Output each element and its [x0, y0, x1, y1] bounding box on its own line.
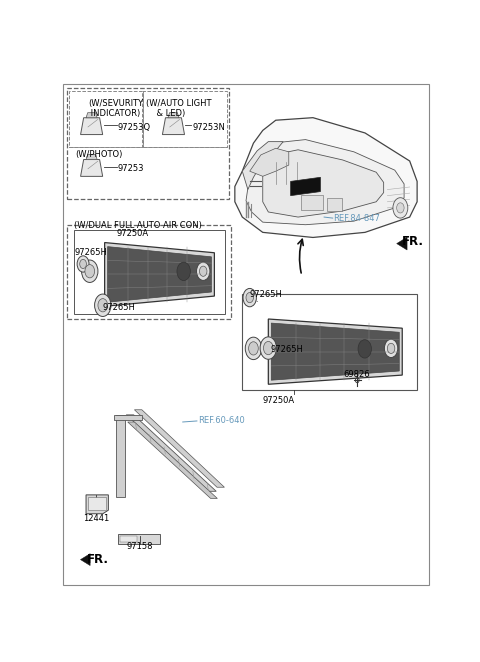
Text: FR.: FR. — [87, 553, 109, 566]
Polygon shape — [250, 148, 289, 176]
Circle shape — [243, 289, 256, 307]
Polygon shape — [86, 113, 97, 118]
Polygon shape — [128, 422, 217, 498]
Polygon shape — [118, 534, 160, 544]
Circle shape — [177, 262, 191, 281]
Text: 97250A: 97250A — [263, 397, 295, 406]
Circle shape — [245, 337, 262, 359]
Circle shape — [387, 344, 395, 354]
Bar — [242, 293, 417, 391]
Text: REF.84-847: REF.84-847 — [334, 214, 380, 222]
Text: 97253N: 97253N — [192, 123, 225, 132]
Text: 97265H: 97265H — [103, 303, 136, 312]
Polygon shape — [81, 160, 103, 176]
Text: (W/SEVURITY
 INDICATOR): (W/SEVURITY INDICATOR) — [88, 99, 143, 118]
Polygon shape — [116, 415, 125, 497]
Circle shape — [80, 260, 86, 269]
Text: (W/PHOTO): (W/PHOTO) — [76, 150, 123, 159]
Polygon shape — [168, 113, 179, 118]
Text: 97253: 97253 — [118, 164, 144, 173]
Circle shape — [98, 299, 108, 312]
Polygon shape — [162, 118, 184, 134]
Text: REF.60-640: REF.60-640 — [198, 416, 244, 426]
Text: (W/DUAL FULL AUTO AIR CON): (W/DUAL FULL AUTO AIR CON) — [74, 220, 202, 230]
Polygon shape — [271, 323, 399, 380]
Bar — [120, 536, 137, 542]
Text: 12441: 12441 — [84, 514, 109, 523]
Circle shape — [85, 265, 95, 278]
Polygon shape — [105, 242, 215, 307]
Polygon shape — [263, 150, 384, 217]
Polygon shape — [268, 319, 402, 384]
Polygon shape — [114, 415, 142, 420]
Circle shape — [396, 203, 404, 213]
Bar — [67, 224, 231, 319]
Circle shape — [260, 337, 276, 359]
Polygon shape — [108, 247, 211, 302]
Bar — [74, 230, 225, 314]
Text: 97265H: 97265H — [250, 290, 283, 299]
Polygon shape — [246, 140, 404, 224]
Polygon shape — [290, 177, 321, 196]
Polygon shape — [86, 495, 108, 514]
Circle shape — [200, 266, 207, 276]
Circle shape — [264, 342, 273, 355]
Bar — [69, 91, 142, 147]
Text: (W/AUTO LIGHT
    & LED): (W/AUTO LIGHT & LED) — [145, 99, 211, 118]
Bar — [144, 91, 227, 147]
Polygon shape — [126, 415, 216, 491]
Circle shape — [95, 294, 111, 316]
Polygon shape — [235, 118, 417, 238]
Text: 97265H: 97265H — [270, 345, 303, 354]
Circle shape — [246, 293, 253, 303]
Polygon shape — [134, 410, 225, 487]
Circle shape — [77, 256, 89, 272]
Polygon shape — [81, 553, 90, 565]
Circle shape — [249, 342, 258, 355]
Circle shape — [358, 340, 372, 358]
Circle shape — [393, 198, 408, 218]
Polygon shape — [86, 154, 97, 160]
Circle shape — [196, 262, 210, 281]
Circle shape — [384, 339, 398, 357]
Circle shape — [82, 260, 98, 283]
Text: 69826: 69826 — [344, 370, 370, 379]
Bar — [301, 195, 324, 211]
Bar — [88, 497, 106, 510]
Polygon shape — [81, 118, 103, 134]
Text: 97250A: 97250A — [117, 229, 149, 238]
Polygon shape — [396, 237, 407, 250]
Polygon shape — [242, 142, 283, 189]
Text: 97253Q: 97253Q — [118, 123, 151, 132]
Bar — [67, 88, 229, 199]
Text: 97158: 97158 — [127, 542, 153, 551]
Bar — [327, 198, 342, 211]
Text: 97265H: 97265H — [74, 248, 107, 258]
Text: FR.: FR. — [402, 235, 424, 248]
